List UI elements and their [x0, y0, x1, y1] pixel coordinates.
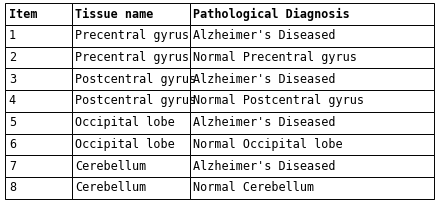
Bar — [71, 68, 189, 90]
Bar — [189, 25, 433, 47]
Text: 4: 4 — [9, 94, 16, 108]
Bar — [189, 90, 433, 112]
Bar — [5, 112, 71, 134]
Bar — [5, 90, 71, 112]
Text: 3: 3 — [9, 73, 16, 86]
Bar — [71, 3, 189, 25]
Bar — [189, 112, 433, 134]
Text: 1: 1 — [9, 29, 16, 42]
Bar — [189, 177, 433, 199]
Text: Occipital lobe: Occipital lobe — [75, 138, 175, 151]
Text: 8: 8 — [9, 181, 16, 194]
Text: Normal Precentral gyrus: Normal Precentral gyrus — [193, 51, 356, 64]
Bar — [71, 112, 189, 134]
Text: Cerebellum: Cerebellum — [75, 160, 146, 173]
Bar — [189, 134, 433, 155]
Bar — [71, 134, 189, 155]
Bar — [5, 47, 71, 68]
Text: Alzheimer's Diseased: Alzheimer's Diseased — [193, 73, 335, 86]
Text: Postcentral gyrus: Postcentral gyrus — [75, 94, 196, 108]
Bar — [71, 155, 189, 177]
Bar — [189, 68, 433, 90]
Text: Occipital lobe: Occipital lobe — [75, 116, 175, 129]
Text: Item: Item — [9, 8, 37, 21]
Bar — [189, 3, 433, 25]
Text: Alzheimer's Diseased: Alzheimer's Diseased — [193, 29, 335, 42]
Text: 7: 7 — [9, 160, 16, 173]
Text: Alzheimer's Diseased: Alzheimer's Diseased — [193, 160, 335, 173]
Bar — [5, 155, 71, 177]
Bar — [5, 25, 71, 47]
Bar — [189, 155, 433, 177]
Text: Normal Postcentral gyrus: Normal Postcentral gyrus — [193, 94, 363, 108]
Bar — [189, 47, 433, 68]
Bar — [71, 90, 189, 112]
Bar — [5, 177, 71, 199]
Bar — [71, 177, 189, 199]
Bar — [5, 3, 71, 25]
Text: Pathological Diagnosis: Pathological Diagnosis — [193, 8, 349, 21]
Bar — [71, 25, 189, 47]
Text: Normal Cerebellum: Normal Cerebellum — [193, 181, 314, 194]
Text: Precentral gyrus: Precentral gyrus — [75, 51, 189, 64]
Text: Alzheimer's Diseased: Alzheimer's Diseased — [193, 116, 335, 129]
Text: Cerebellum: Cerebellum — [75, 181, 146, 194]
Text: 2: 2 — [9, 51, 16, 64]
Bar — [5, 68, 71, 90]
Text: Normal Occipital lobe: Normal Occipital lobe — [193, 138, 342, 151]
Text: Precentral gyrus: Precentral gyrus — [75, 29, 189, 42]
Bar — [5, 134, 71, 155]
Text: 5: 5 — [9, 116, 16, 129]
Text: Tissue name: Tissue name — [75, 8, 153, 21]
Text: 6: 6 — [9, 138, 16, 151]
Text: Postcentral gyrus: Postcentral gyrus — [75, 73, 196, 86]
Bar — [71, 47, 189, 68]
